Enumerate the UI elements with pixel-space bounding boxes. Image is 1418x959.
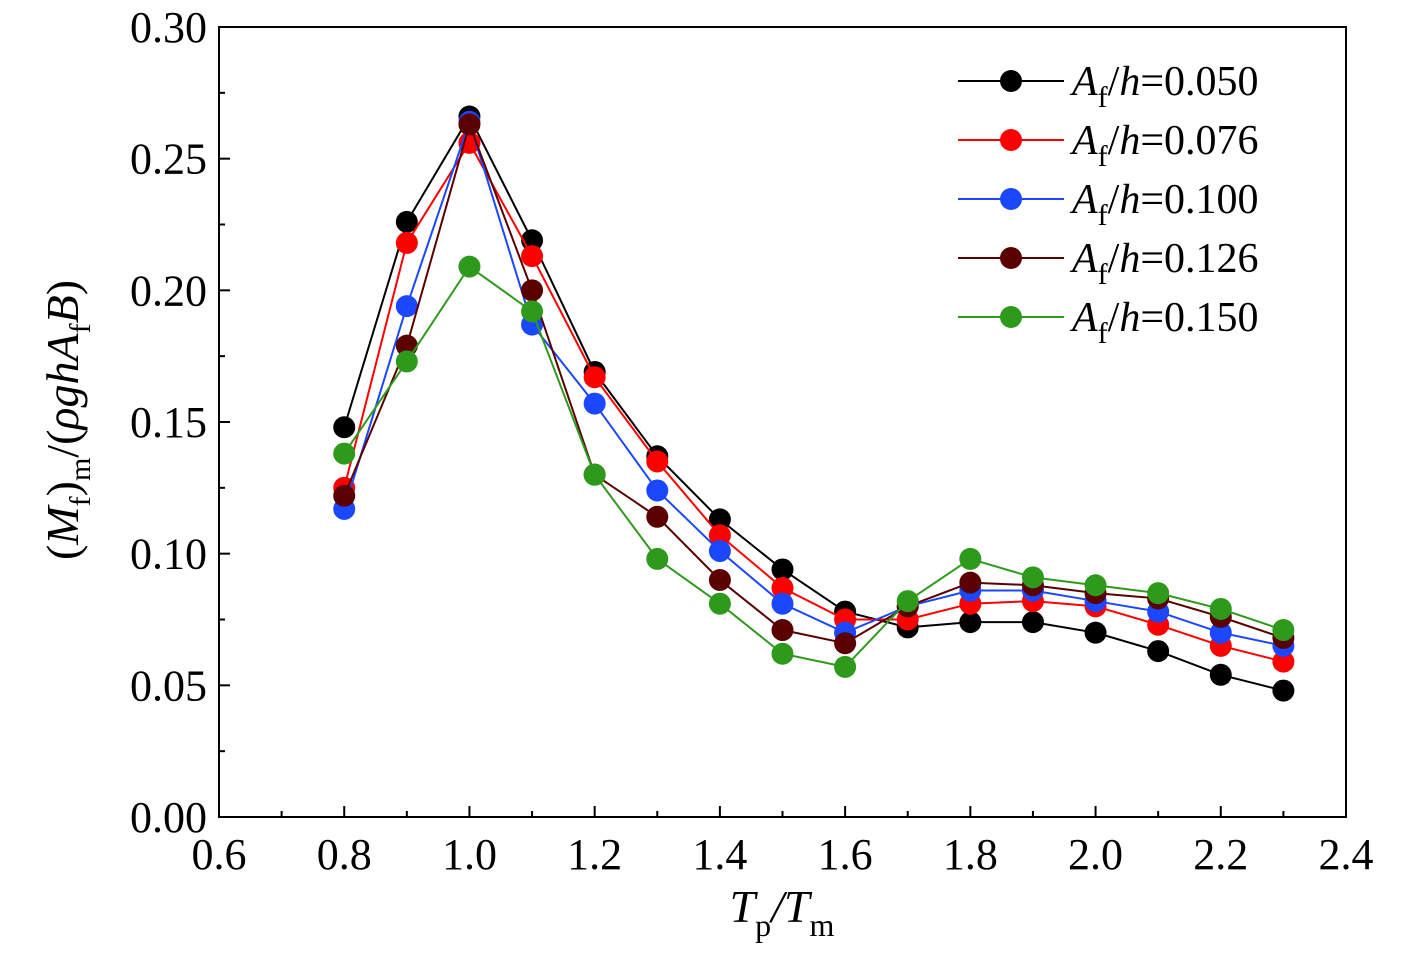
legend-item: Af/h=0.150 <box>958 295 1259 350</box>
legend: Af/h=0.050Af/h=0.076Af/h=0.100Af/h=0.126… <box>958 59 1259 350</box>
data-point <box>395 295 418 318</box>
data-point <box>646 505 669 528</box>
data-point <box>395 350 418 373</box>
y-tick-label: 0.05 <box>130 661 207 710</box>
data-point <box>1084 574 1107 597</box>
data-point <box>834 632 857 655</box>
plot-frame <box>218 26 1347 818</box>
data-point <box>458 255 481 278</box>
data-point <box>646 479 669 502</box>
series-line <box>343 265 1284 668</box>
data-point <box>959 571 982 594</box>
legend-item: Af/h=0.050 <box>958 59 1259 114</box>
data-point <box>646 547 669 570</box>
data-point <box>333 416 356 439</box>
x-tick-label: 1.8 <box>943 830 998 879</box>
y-tick-label: 0.00 <box>130 793 207 842</box>
data-point <box>1021 611 1044 634</box>
data-point <box>834 655 857 678</box>
x-tick-label: 2.2 <box>1193 830 1248 879</box>
data-point <box>959 611 982 634</box>
x-axis-title: Tp/Tm <box>730 881 835 943</box>
x-tick-label: 2.0 <box>1068 830 1123 879</box>
y-tick-label: 0.10 <box>130 530 207 579</box>
x-tick-label: 2.4 <box>1319 830 1374 879</box>
data-point <box>959 547 982 570</box>
data-point <box>1209 597 1232 620</box>
data-point <box>1209 663 1232 686</box>
x-tick-label: 1.6 <box>818 830 873 879</box>
data-point <box>708 540 731 563</box>
data-point <box>521 245 544 268</box>
legend-item: Af/h=0.126 <box>958 236 1259 291</box>
legend-marker <box>1000 70 1022 92</box>
data-point <box>583 392 606 415</box>
data-point <box>333 442 356 465</box>
data-point <box>708 592 731 615</box>
data-point <box>395 231 418 254</box>
x-tick-label: 0.8 <box>317 830 372 879</box>
legend-label: Af/h=0.050 <box>1069 59 1259 114</box>
data-point <box>583 463 606 486</box>
legend-label: Af/h=0.126 <box>1069 236 1259 291</box>
series-line <box>343 121 1284 645</box>
data-point <box>521 300 544 323</box>
data-point <box>395 210 418 233</box>
legend-marker <box>1000 306 1022 328</box>
data-point <box>458 113 481 136</box>
series-5 <box>333 255 1295 678</box>
data-point <box>771 576 794 599</box>
series-line <box>343 140 1284 663</box>
legend-label: Af/h=0.076 <box>1069 118 1259 173</box>
y-tick-label: 0.15 <box>130 398 207 447</box>
tick-labels: 0.6 0.8 1.0 1.2 1.4 1.6 1.8 2.0 2.2 2.4 0.00 0.05 0.… <box>130 3 1374 879</box>
data-point <box>708 508 731 531</box>
legend-item: Af/h=0.100 <box>958 177 1259 232</box>
data-point <box>708 524 731 547</box>
x-tick-label: 1.4 <box>692 830 747 879</box>
data-point <box>771 619 794 642</box>
data-point <box>646 450 669 473</box>
y-tick-label: 0.25 <box>130 135 207 184</box>
data-point <box>1147 582 1170 605</box>
data-point <box>1272 619 1295 642</box>
series-line <box>343 114 1284 692</box>
legend-item: Af/h=0.076 <box>958 118 1259 173</box>
legend-label: Af/h=0.100 <box>1069 177 1259 232</box>
series-line <box>343 118 1284 647</box>
legend-marker <box>1000 247 1022 269</box>
data-point <box>771 558 794 581</box>
data-point <box>583 366 606 389</box>
data-point <box>1272 679 1295 702</box>
data-point <box>1084 621 1107 644</box>
data-point <box>708 569 731 591</box>
data-point <box>521 279 544 302</box>
data-point <box>771 642 794 665</box>
data-point <box>1209 621 1232 644</box>
y-axis-title: (Mf)m/(ρghAfB) <box>37 280 97 560</box>
data-point <box>395 334 418 357</box>
series-layer <box>333 105 1295 702</box>
data-point <box>333 484 356 507</box>
data-point <box>1272 650 1295 673</box>
data-point <box>771 592 794 615</box>
legend-label: Af/h=0.150 <box>1069 295 1259 350</box>
y-tick-label: 0.20 <box>130 266 207 315</box>
data-point <box>896 590 919 613</box>
y-tick-label: 0.30 <box>130 3 207 52</box>
legend-marker <box>1000 129 1022 151</box>
legend-marker <box>1000 188 1022 210</box>
x-tick-label: 0.6 <box>192 830 247 879</box>
data-point <box>1147 640 1170 663</box>
data-point <box>1021 566 1044 589</box>
x-tick-label: 1.0 <box>442 830 497 879</box>
x-tick-label: 1.2 <box>567 830 622 879</box>
